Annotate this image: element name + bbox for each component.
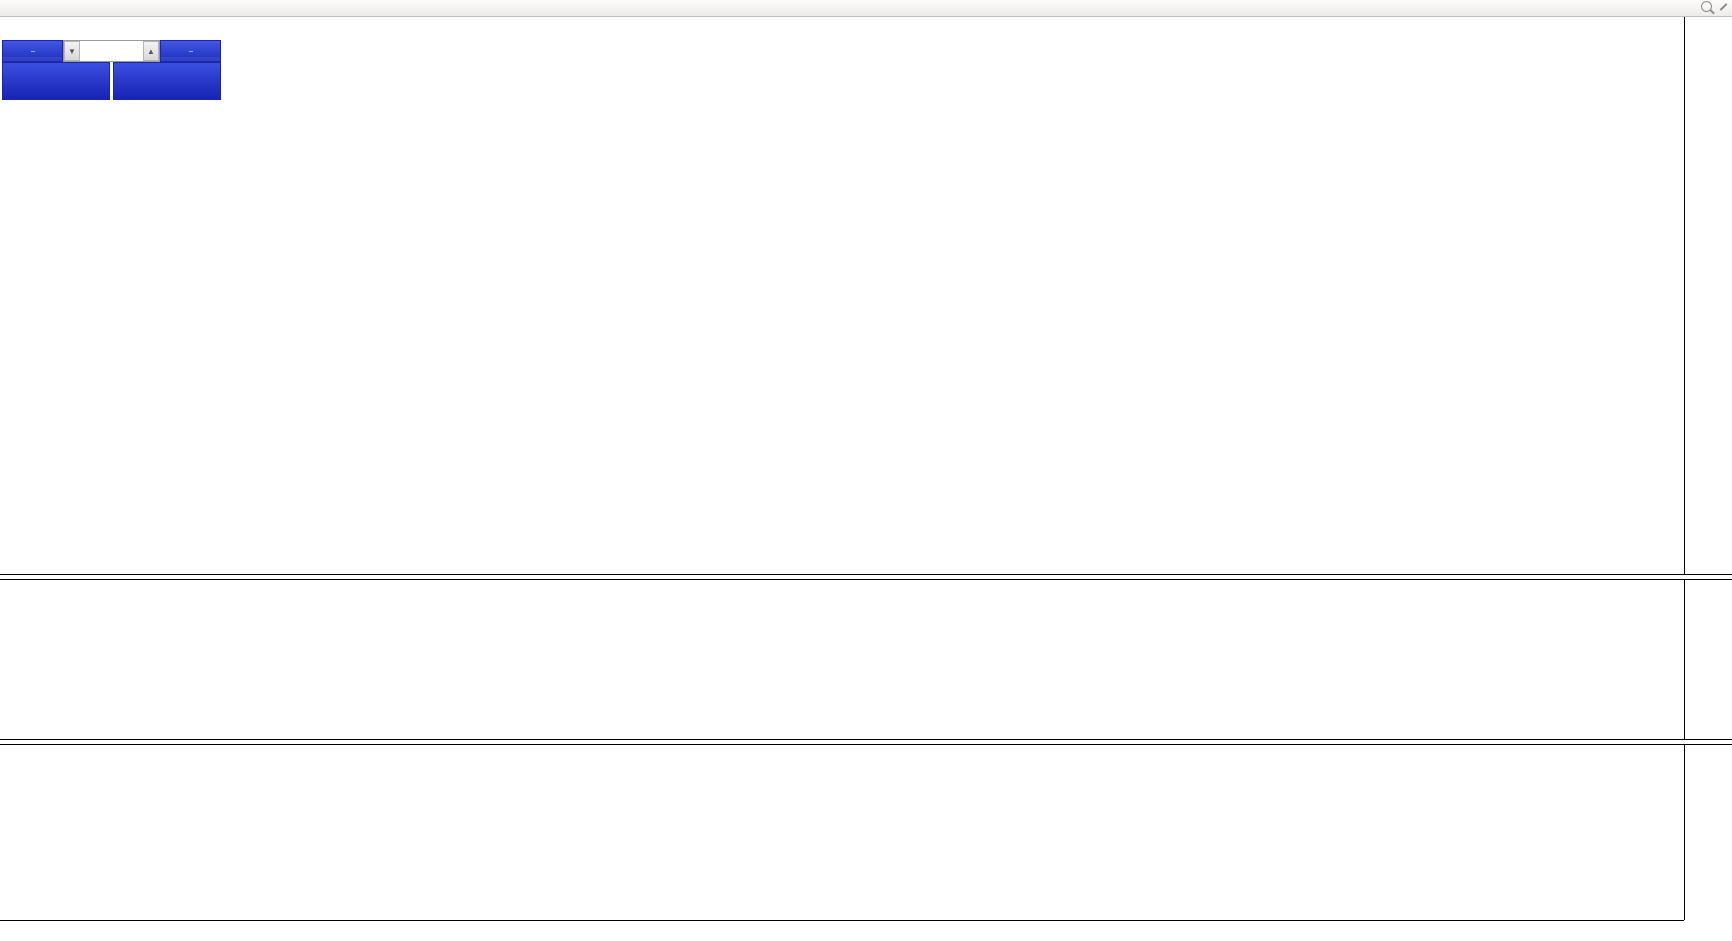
time-axis-line	[0, 920, 1684, 921]
buy-price[interactable]	[113, 62, 221, 100]
price-axis-line	[1684, 16, 1685, 920]
sell-button[interactable]	[2, 40, 63, 62]
volume-decrease-button[interactable]: ▼	[64, 41, 80, 61]
rsi-pane-separator[interactable]	[0, 739, 1732, 745]
one-click-trading-panel: ▼ ▲	[2, 40, 221, 100]
volume-increase-button[interactable]: ▲	[143, 41, 159, 61]
edit-icon[interactable]	[1718, 2, 1728, 12]
search-icon[interactable]	[1701, 1, 1712, 12]
toolbar	[0, 0, 1732, 17]
buy-button[interactable]	[160, 40, 221, 62]
chart-title	[6, 24, 9, 36]
volume-stepper: ▼ ▲	[63, 40, 160, 62]
sell-price[interactable]	[2, 62, 110, 100]
macd-pane-separator[interactable]	[0, 574, 1732, 580]
volume-value[interactable]	[80, 41, 143, 61]
